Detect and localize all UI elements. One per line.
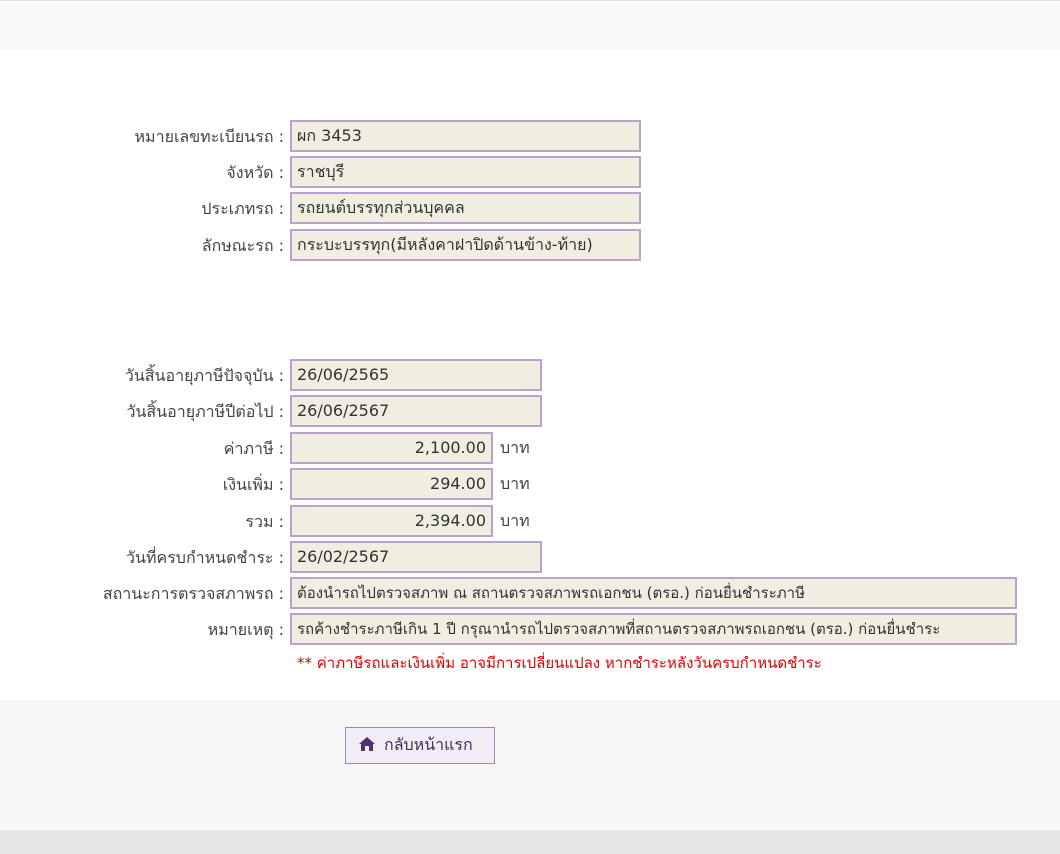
surcharge-label: เงินเพิ่ม : [222,475,284,494]
due-row: วันที่ครบกำหนดชำระ : 26/02/2567 [0,541,1060,573]
type-row: ประเภทรถ : รถยนต์บรรทุกส่วนบุคคล [0,192,1060,224]
due-label: วันที่ครบกำหนดชำระ : [126,548,284,567]
body-field[interactable]: กระบะบรรทุก(มีหลังคาฝาปิดด้านข้าง-ท้าย) [290,229,641,261]
due-field[interactable]: 26/02/2567 [290,541,542,573]
remark-field[interactable]: รถค้างชำระภาษีเกิน 1 ปี กรุณานำรถไปตรวจส… [290,613,1017,645]
surcharge-row: เงินเพิ่ม : 294.00 บาท [0,468,1060,500]
remark-row: หมายเหตุ : รถค้างชำระภาษีเกิน 1 ปี กรุณา… [0,613,1060,645]
inspection-field[interactable]: ต้องนำรถไปตรวจสภาพ ณ สถานตรวจสภาพรถเอกชน… [290,577,1017,609]
total-row: รวม : 2,394.00 บาท [0,505,1060,537]
current-expiry-label: วันสิ้นอายุภาษีปัจจุบัน : [124,366,284,385]
remark-label: หมายเหตุ : [207,620,284,639]
body-row: ลักษณะรถ : กระบะบรรทุก(มีหลังคาฝาปิดด้าน… [0,229,1060,261]
type-field[interactable]: รถยนต์บรรทุกส่วนบุคคล [290,192,641,224]
current-expiry-row: วันสิ้นอายุภาษีปัจจุบัน : 26/06/2565 [0,359,1060,391]
province-row: จังหวัด : ราชบุรี [0,156,1060,188]
top-bar [0,0,1060,50]
warning-note: ** ค่าภาษีรถและเงินเพิ่ม อาจมีการเปลี่ยน… [297,654,822,672]
body-label: ลักษณะรถ : [201,236,284,255]
province-label: จังหวัด : [226,163,284,182]
home-icon [358,736,376,756]
current-expiry-field[interactable]: 26/06/2565 [290,359,542,391]
remark-block: หมายเหตุ : รถค้างชำระภาษีเกิน 1 ปี กรุณา… [0,613,1060,675]
inspection-label: สถานะการตรวจสภาพรถ : [102,584,284,603]
plate-row: หมายเลขทะเบียนรถ : ผก 3453 [0,120,1060,152]
footer [0,830,1060,854]
surcharge-unit: บาท [500,474,530,493]
fee-label: ค่าภาษี : [223,439,284,458]
surcharge-field[interactable]: 294.00 [290,468,493,500]
total-field[interactable]: 2,394.00 [290,505,493,537]
next-expiry-label: วันสิ้นอายุภาษีปีต่อไป : [126,402,284,421]
fee-unit: บาท [500,438,530,457]
inspection-row: สถานะการตรวจสภาพรถ : ต้องนำรถไปตรวจสภาพ … [0,577,1060,609]
next-expiry-field[interactable]: 26/06/2567 [290,395,542,427]
province-field[interactable]: ราชบุรี [290,156,641,188]
fee-row: ค่าภาษี : 2,100.00 บาท [0,432,1060,464]
type-label: ประเภทรถ : [201,199,284,218]
total-unit: บาท [500,511,530,530]
plate-label: หมายเลขทะเบียนรถ : [134,127,285,146]
plate-field[interactable]: ผก 3453 [290,120,641,152]
next-expiry-row: วันสิ้นอายุภาษีปีต่อไป : 26/06/2567 [0,395,1060,427]
total-label: รวม : [245,512,284,531]
home-button[interactable]: กลับหน้าแรก [345,727,495,764]
action-area [0,700,1060,830]
fee-field[interactable]: 2,100.00 [290,432,493,464]
home-button-label: กลับหน้าแรก [384,735,473,754]
